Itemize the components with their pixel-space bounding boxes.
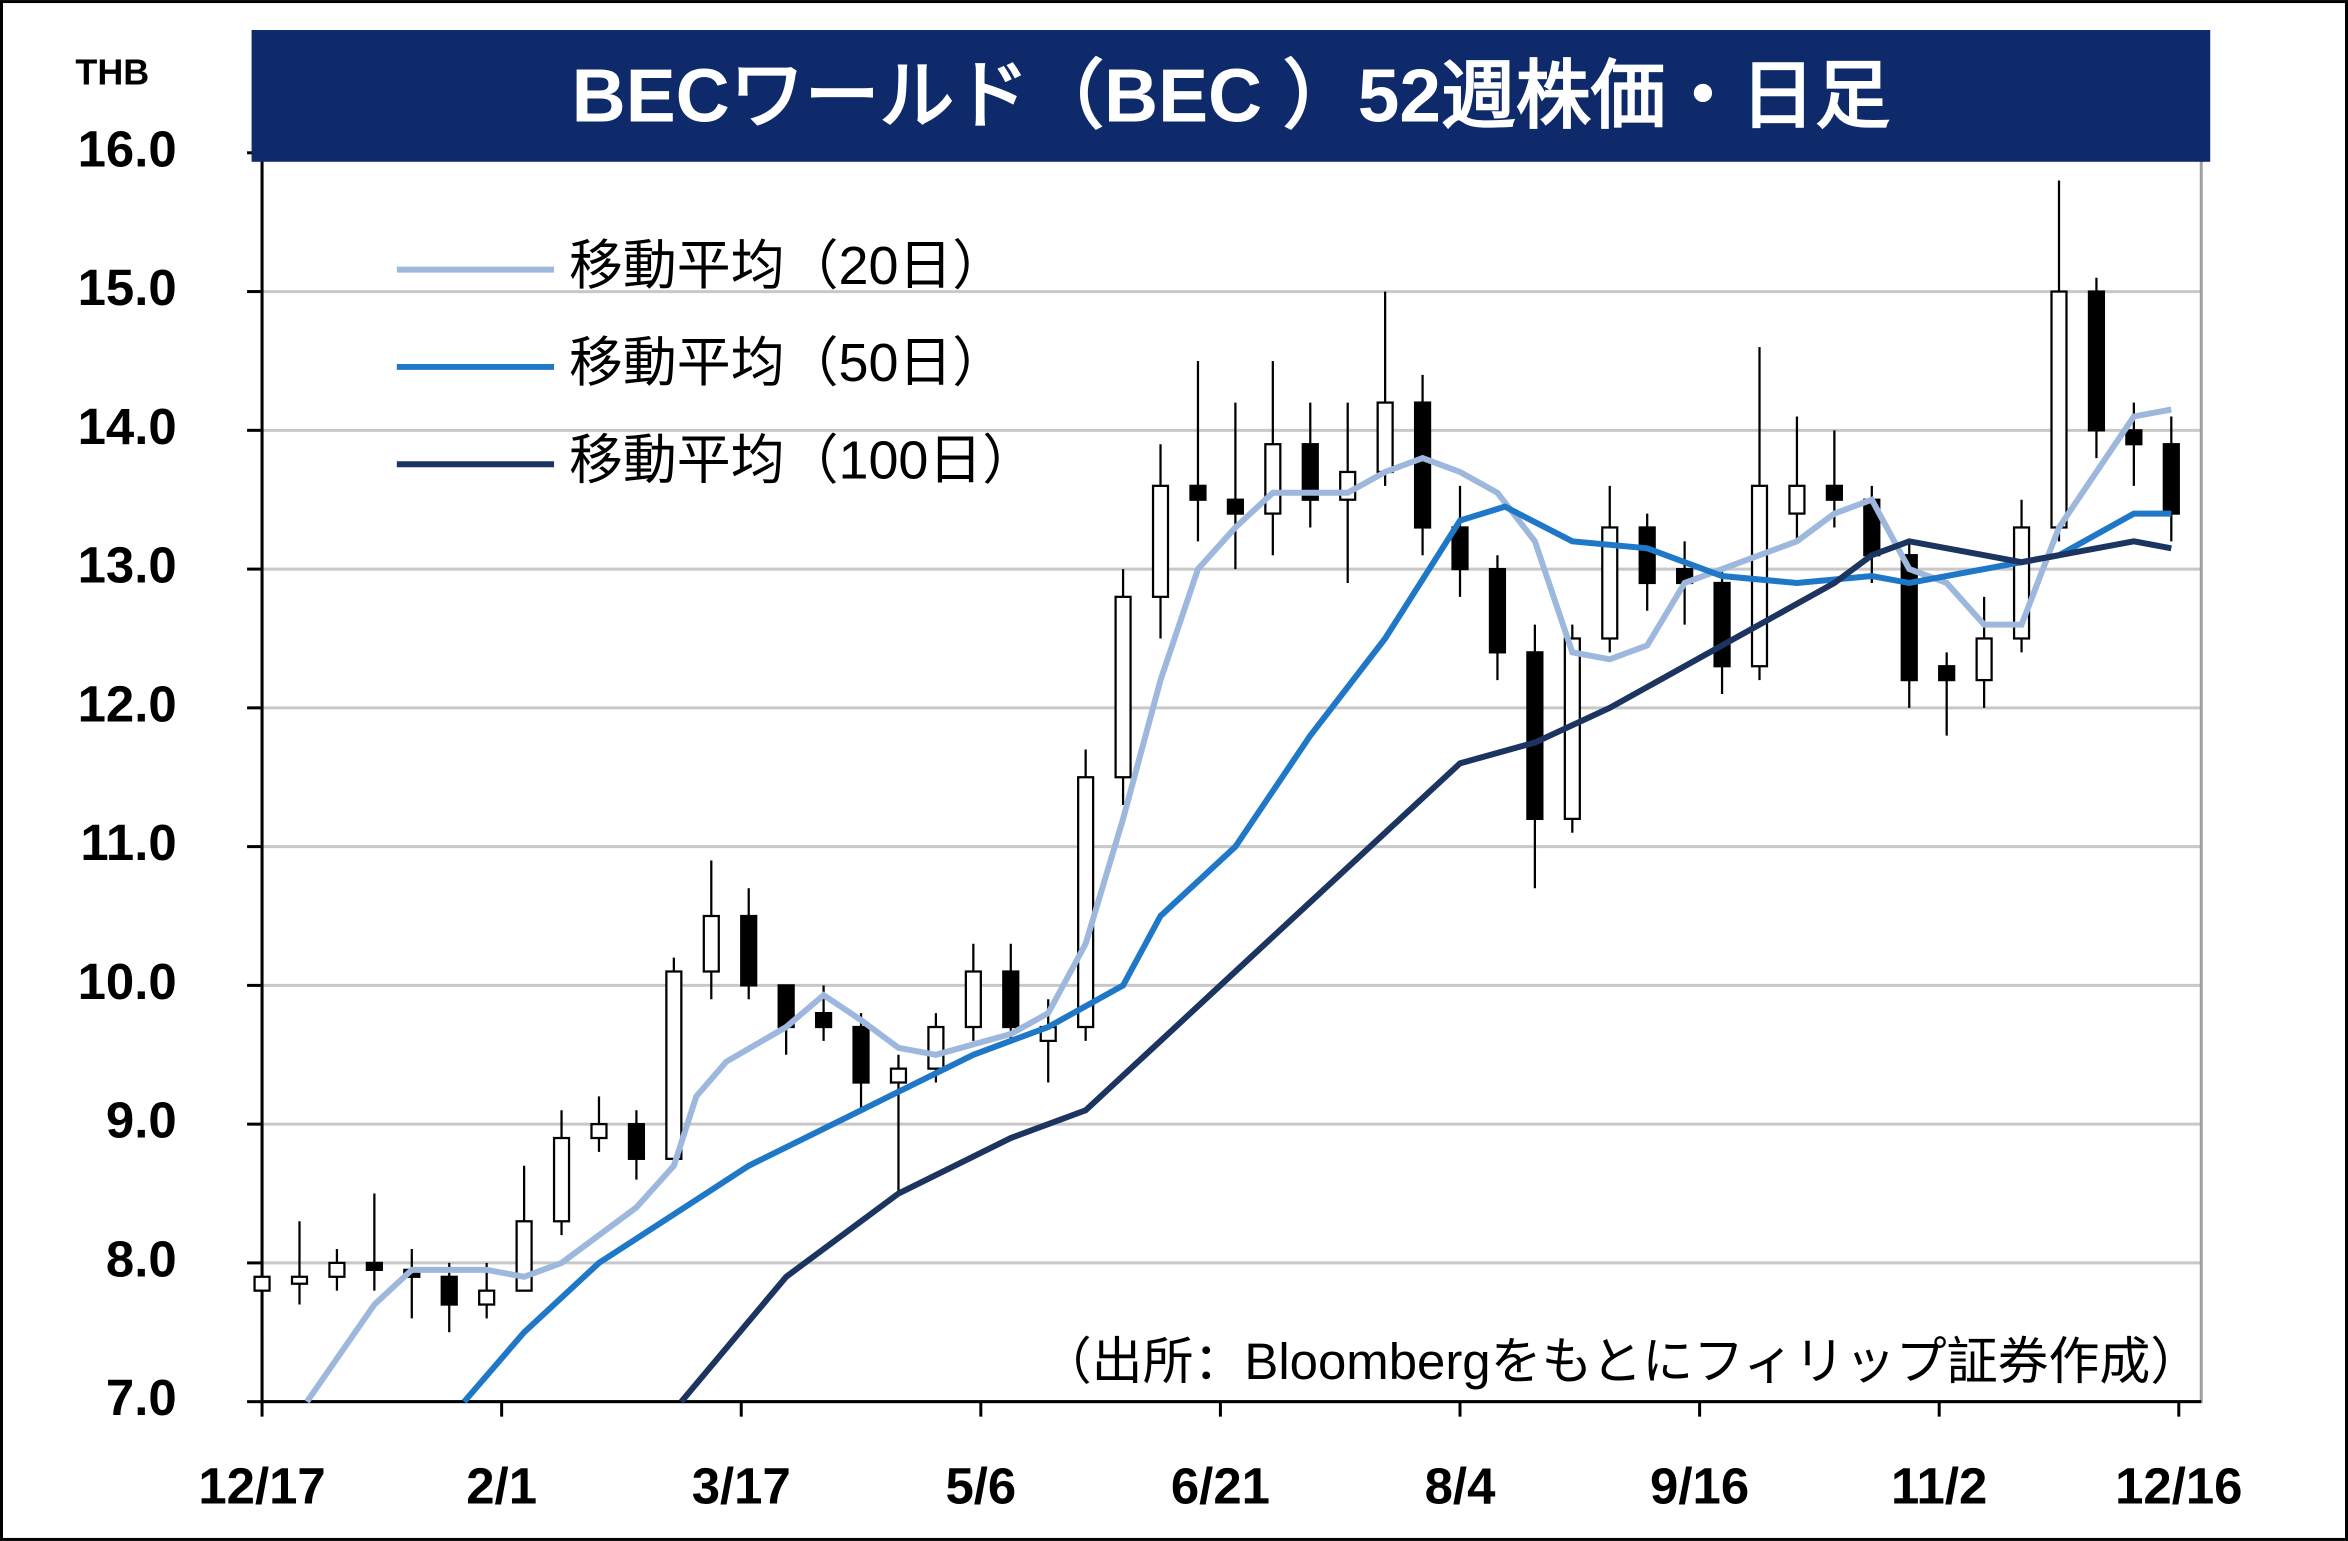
candle-body bbox=[814, 1012, 833, 1029]
candle-body bbox=[1189, 484, 1207, 501]
candle-body bbox=[740, 914, 758, 987]
candle-body bbox=[290, 1275, 309, 1285]
x-tick-label: 2/1 bbox=[466, 1457, 537, 1514]
candle-body bbox=[253, 1275, 271, 1292]
candle-body bbox=[964, 970, 982, 1029]
legend-label: 移動平均（100日） bbox=[569, 431, 1036, 491]
ma-line bbox=[461, 503, 2172, 1404]
y-tick-label: 14.0 bbox=[78, 398, 177, 455]
x-tick-label: 12/16 bbox=[2115, 1457, 2242, 1514]
y-tick-label: 9.0 bbox=[106, 1092, 177, 1149]
candle-body bbox=[1975, 637, 1993, 682]
candle-body bbox=[1151, 484, 1170, 598]
legend-label: 移動平均（50日） bbox=[569, 333, 1006, 393]
x-tick-label: 11/2 bbox=[1891, 1457, 1987, 1514]
candle-body bbox=[1488, 567, 1507, 654]
x-tick-label: 9/16 bbox=[1650, 1457, 1749, 1514]
candle-body bbox=[1413, 401, 1432, 529]
x-tick-label: 5/6 bbox=[945, 1457, 1016, 1514]
x-tick-label: 12/17 bbox=[198, 1457, 325, 1514]
candle-body bbox=[440, 1275, 458, 1306]
candle-body bbox=[1900, 554, 1918, 682]
y-tick-label: 10.0 bbox=[78, 953, 177, 1010]
x-tick-label: 8/4 bbox=[1425, 1457, 1496, 1514]
y-axis-label: THB bbox=[75, 51, 149, 92]
y-tick-label: 12.0 bbox=[78, 675, 177, 732]
y-tick-label: 16.0 bbox=[78, 120, 177, 177]
candle-body bbox=[1077, 776, 1095, 1029]
candle-body bbox=[1825, 484, 1843, 501]
candle-body bbox=[852, 1025, 870, 1084]
candle-body bbox=[702, 914, 720, 973]
y-tick-label: 7.0 bbox=[106, 1369, 177, 1426]
candle-body bbox=[1002, 970, 1020, 1029]
source-note: （出所：Bloombergをもとにフィリップ証券作成） bbox=[1041, 1333, 2201, 1390]
ma-line bbox=[304, 406, 2172, 1404]
candle-body bbox=[1301, 443, 1319, 501]
candle-body bbox=[2050, 290, 2068, 529]
candle-body bbox=[1226, 498, 1245, 515]
candle-body bbox=[1526, 651, 1544, 820]
y-tick-label: 8.0 bbox=[106, 1230, 177, 1287]
candle-body bbox=[478, 1289, 496, 1306]
candle-body bbox=[665, 970, 683, 1160]
candle-body bbox=[2125, 429, 2143, 446]
x-tick-label: 6/21 bbox=[1171, 1457, 1270, 1514]
title-box bbox=[251, 30, 2211, 162]
candle-body bbox=[927, 1025, 945, 1070]
y-tick-label: 15.0 bbox=[78, 259, 177, 316]
y-tick-label: 11.0 bbox=[80, 814, 176, 871]
candle-body bbox=[1264, 443, 1282, 515]
chart-title: BECワールド（BEC ）52週株価・日足 bbox=[572, 54, 1891, 138]
candle-body bbox=[2162, 443, 2180, 515]
candle-body bbox=[1601, 526, 1619, 640]
candle-body bbox=[1938, 665, 1956, 682]
candle-body bbox=[1638, 526, 1656, 585]
candle-body bbox=[1451, 526, 1469, 571]
candle-body bbox=[1376, 401, 1394, 474]
candle-body bbox=[590, 1123, 608, 1140]
ma-line bbox=[679, 538, 2172, 1404]
y-tick-label: 13.0 bbox=[78, 537, 177, 594]
candle-body bbox=[1114, 595, 1132, 779]
legend-label: 移動平均（20日） bbox=[569, 236, 1006, 296]
candle-body bbox=[552, 1136, 571, 1223]
candle-body bbox=[365, 1261, 383, 1271]
candle-body bbox=[328, 1261, 346, 1278]
candle-body bbox=[889, 1067, 908, 1084]
x-tick-label: 3/17 bbox=[692, 1457, 791, 1514]
candle-body bbox=[515, 1220, 533, 1292]
candle-body bbox=[1713, 581, 1731, 668]
candle-body bbox=[1788, 484, 1806, 515]
candle-body bbox=[2087, 290, 2106, 432]
candle-body bbox=[627, 1123, 646, 1160]
